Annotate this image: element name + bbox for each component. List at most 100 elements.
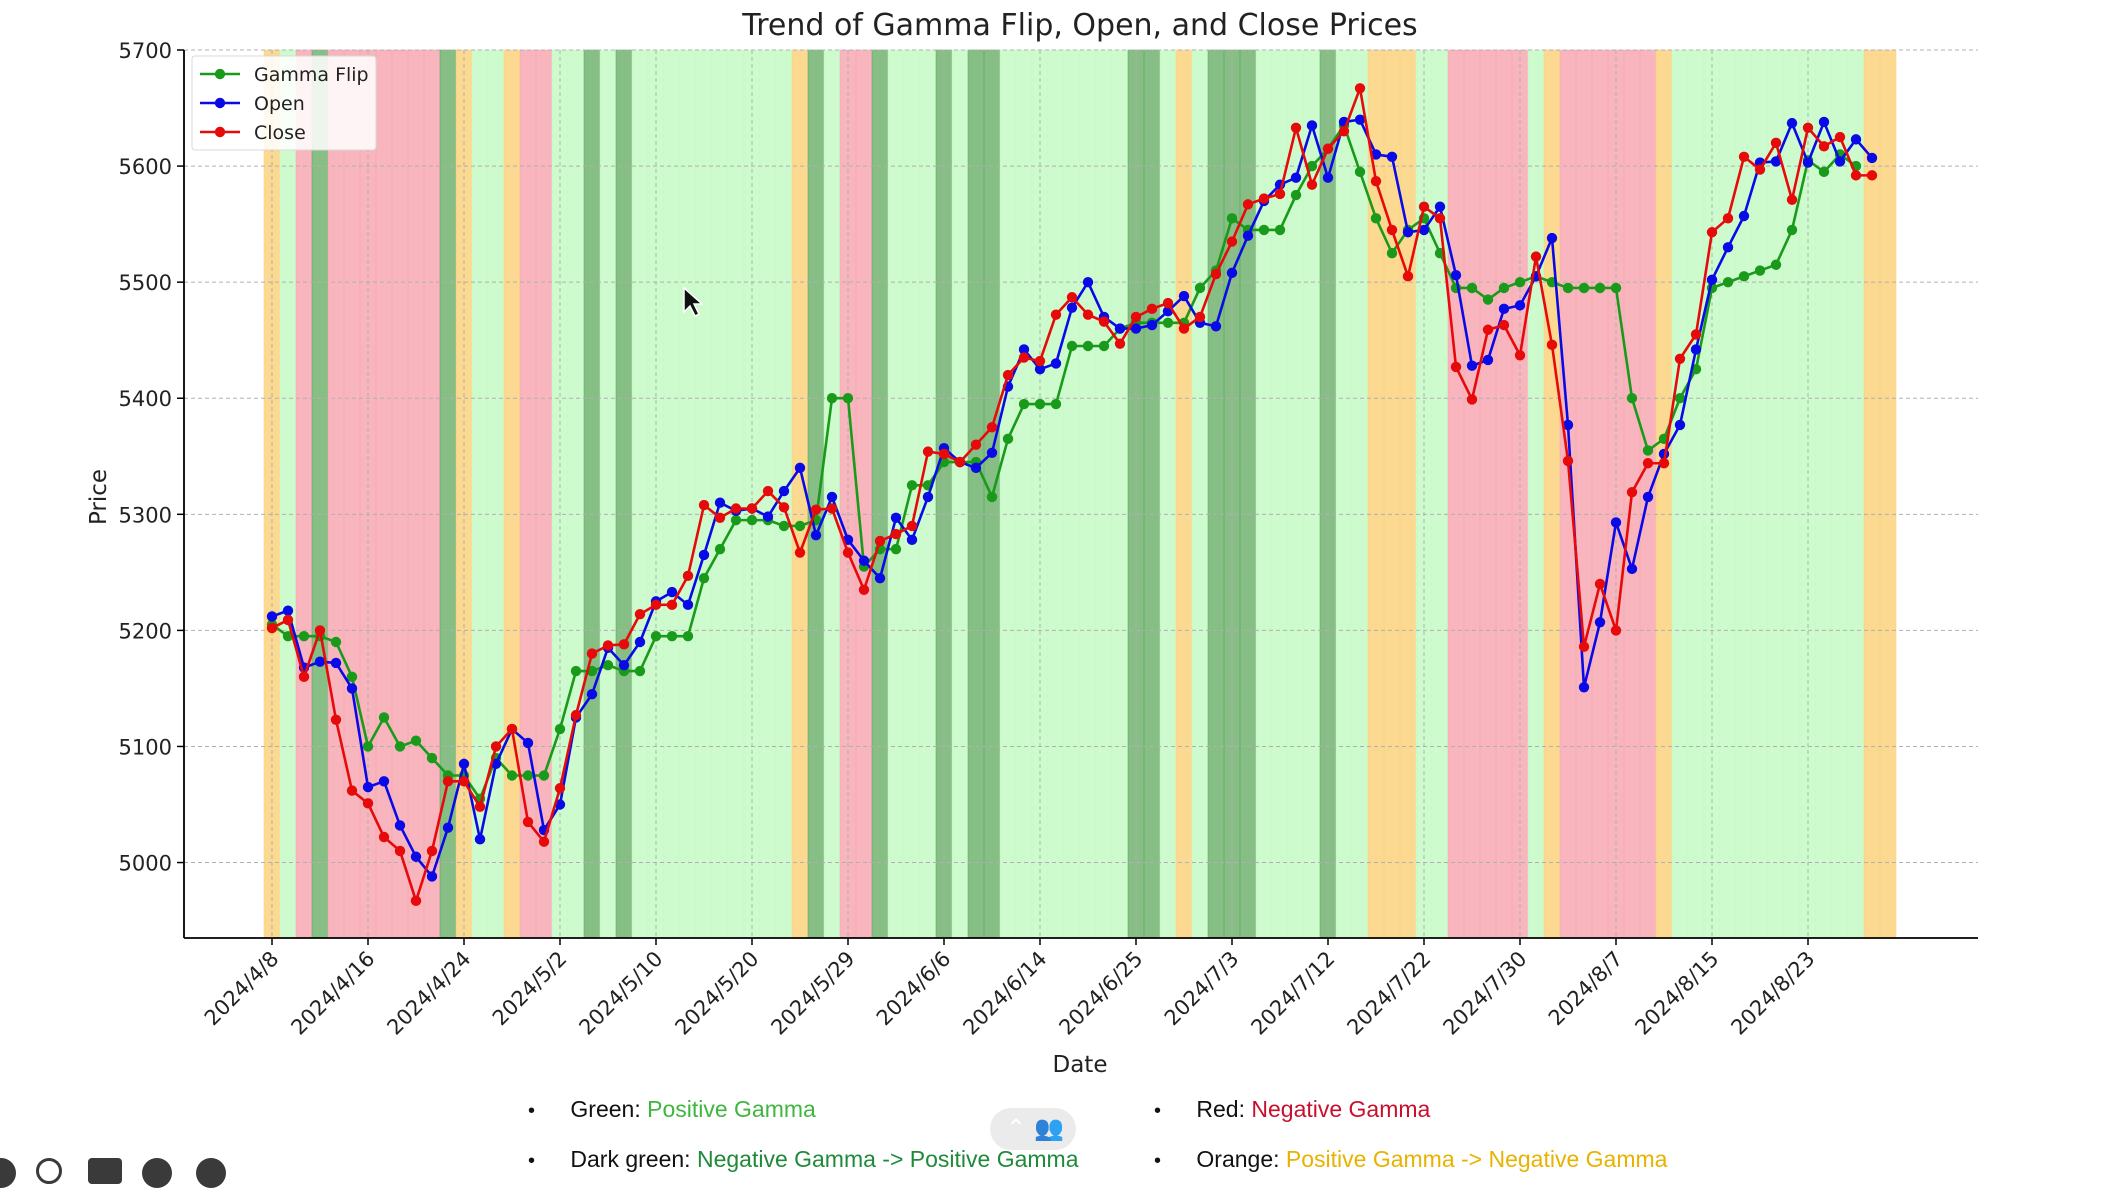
band-light-green — [1111, 49, 1129, 939]
point-open — [1450, 269, 1462, 281]
point-gamma-flip — [730, 514, 742, 526]
band-red — [343, 49, 361, 939]
point-close — [778, 502, 790, 513]
point-close — [1466, 394, 1478, 405]
band-light-green — [1687, 49, 1705, 939]
x-tick-label: 2024/8/23 — [1726, 947, 1819, 1040]
x-tick-label: 2024/6/25 — [1054, 947, 1147, 1040]
band-light-green — [695, 49, 713, 939]
point-close — [1626, 487, 1638, 498]
point-open — [314, 656, 326, 667]
point-gamma-flip — [1514, 276, 1526, 288]
point-close — [1850, 170, 1862, 181]
point-close — [1130, 311, 1142, 323]
floating-controls-pill[interactable]: ⌃ 👥 — [990, 1108, 1076, 1150]
people-icon[interactable]: 👥 — [1034, 1114, 1064, 1142]
series-lines — [266, 83, 1878, 907]
x-tick-label: 2024/7/12 — [1246, 947, 1339, 1040]
point-gamma-flip — [1786, 224, 1798, 236]
band-light-green — [1047, 49, 1065, 939]
forward-icon[interactable] — [196, 1158, 226, 1188]
point-open — [666, 586, 678, 598]
band-light-green — [1527, 49, 1545, 939]
point-gamma-flip — [1642, 445, 1654, 456]
point-close — [634, 608, 646, 620]
edit-icon[interactable] — [0, 1158, 16, 1188]
point-gamma-flip — [1578, 282, 1590, 294]
point-close — [314, 625, 326, 636]
point-open — [1498, 303, 1510, 315]
legend-marker-open — [214, 97, 226, 109]
point-close — [1690, 329, 1702, 340]
point-close — [986, 422, 998, 433]
point-open — [682, 599, 694, 611]
point-open — [1322, 172, 1334, 183]
point-gamma-flip — [1162, 317, 1174, 328]
band-red — [1559, 49, 1577, 939]
band-red — [1479, 49, 1497, 939]
x-tick-label: 2024/4/16 — [286, 947, 379, 1040]
point-open — [362, 781, 374, 793]
band-orange — [1543, 49, 1561, 939]
point-gamma-flip — [1482, 294, 1494, 305]
band-dark-green — [1239, 49, 1257, 939]
point-close — [906, 520, 918, 532]
band-red — [407, 49, 425, 939]
band-light-green — [1063, 49, 1081, 939]
point-gamma-flip — [410, 735, 422, 746]
point-gamma-flip — [1610, 282, 1622, 294]
point-gamma-flip — [362, 741, 374, 752]
band-dark-green — [1143, 49, 1161, 939]
band-dark-green — [1207, 49, 1225, 939]
band-light-green — [279, 49, 297, 939]
band-light-green — [1431, 49, 1449, 939]
point-close — [1242, 199, 1254, 210]
point-close — [1674, 353, 1686, 364]
point-close — [330, 714, 342, 725]
point-close — [1178, 323, 1190, 334]
more-icon[interactable] — [142, 1158, 172, 1188]
x-tick-label: 2024/7/22 — [1342, 947, 1435, 1040]
chevron-up-icon[interactable]: ⌃ — [1006, 1114, 1027, 1142]
point-open — [1770, 156, 1782, 167]
point-close — [1210, 268, 1222, 280]
point-close — [1018, 352, 1030, 363]
point-gamma-flip — [1098, 340, 1110, 352]
video-icon[interactable] — [88, 1158, 122, 1184]
point-close — [1354, 83, 1366, 94]
point-close — [394, 845, 406, 857]
band-red — [1575, 49, 1593, 939]
point-close — [1818, 141, 1830, 152]
point-open — [1850, 134, 1862, 145]
band-red — [519, 49, 537, 939]
point-open — [442, 822, 454, 833]
point-open — [1386, 151, 1398, 162]
point-close — [1722, 213, 1734, 224]
point-gamma-flip — [1258, 224, 1270, 236]
point-gamma-flip — [506, 770, 518, 781]
point-close — [362, 798, 374, 809]
point-gamma-flip — [1354, 166, 1366, 178]
point-open — [810, 530, 822, 541]
point-gamma-flip — [1594, 282, 1606, 294]
band-light-green — [999, 49, 1017, 939]
point-close — [1194, 311, 1206, 323]
band-light-green — [1351, 49, 1369, 939]
point-gamma-flip — [986, 491, 998, 503]
point-open — [714, 497, 726, 508]
point-open — [1226, 267, 1238, 279]
legend-marker-close — [214, 126, 226, 138]
point-open — [1626, 563, 1638, 575]
point-open — [1482, 354, 1494, 366]
point-gamma-flip — [1466, 282, 1478, 294]
band-light-green — [1079, 49, 1097, 939]
x-tick-label: 2024/5/20 — [670, 947, 763, 1040]
point-close — [714, 512, 726, 523]
point-close — [442, 776, 454, 787]
band-light-green — [1191, 49, 1209, 939]
band-light-green — [679, 49, 697, 939]
x-tick-label: 2024/4/8 — [200, 947, 284, 1031]
search-icon[interactable] — [36, 1158, 62, 1184]
chart-legend: Gamma Flip Open Close — [191, 55, 377, 151]
point-open — [282, 605, 294, 616]
